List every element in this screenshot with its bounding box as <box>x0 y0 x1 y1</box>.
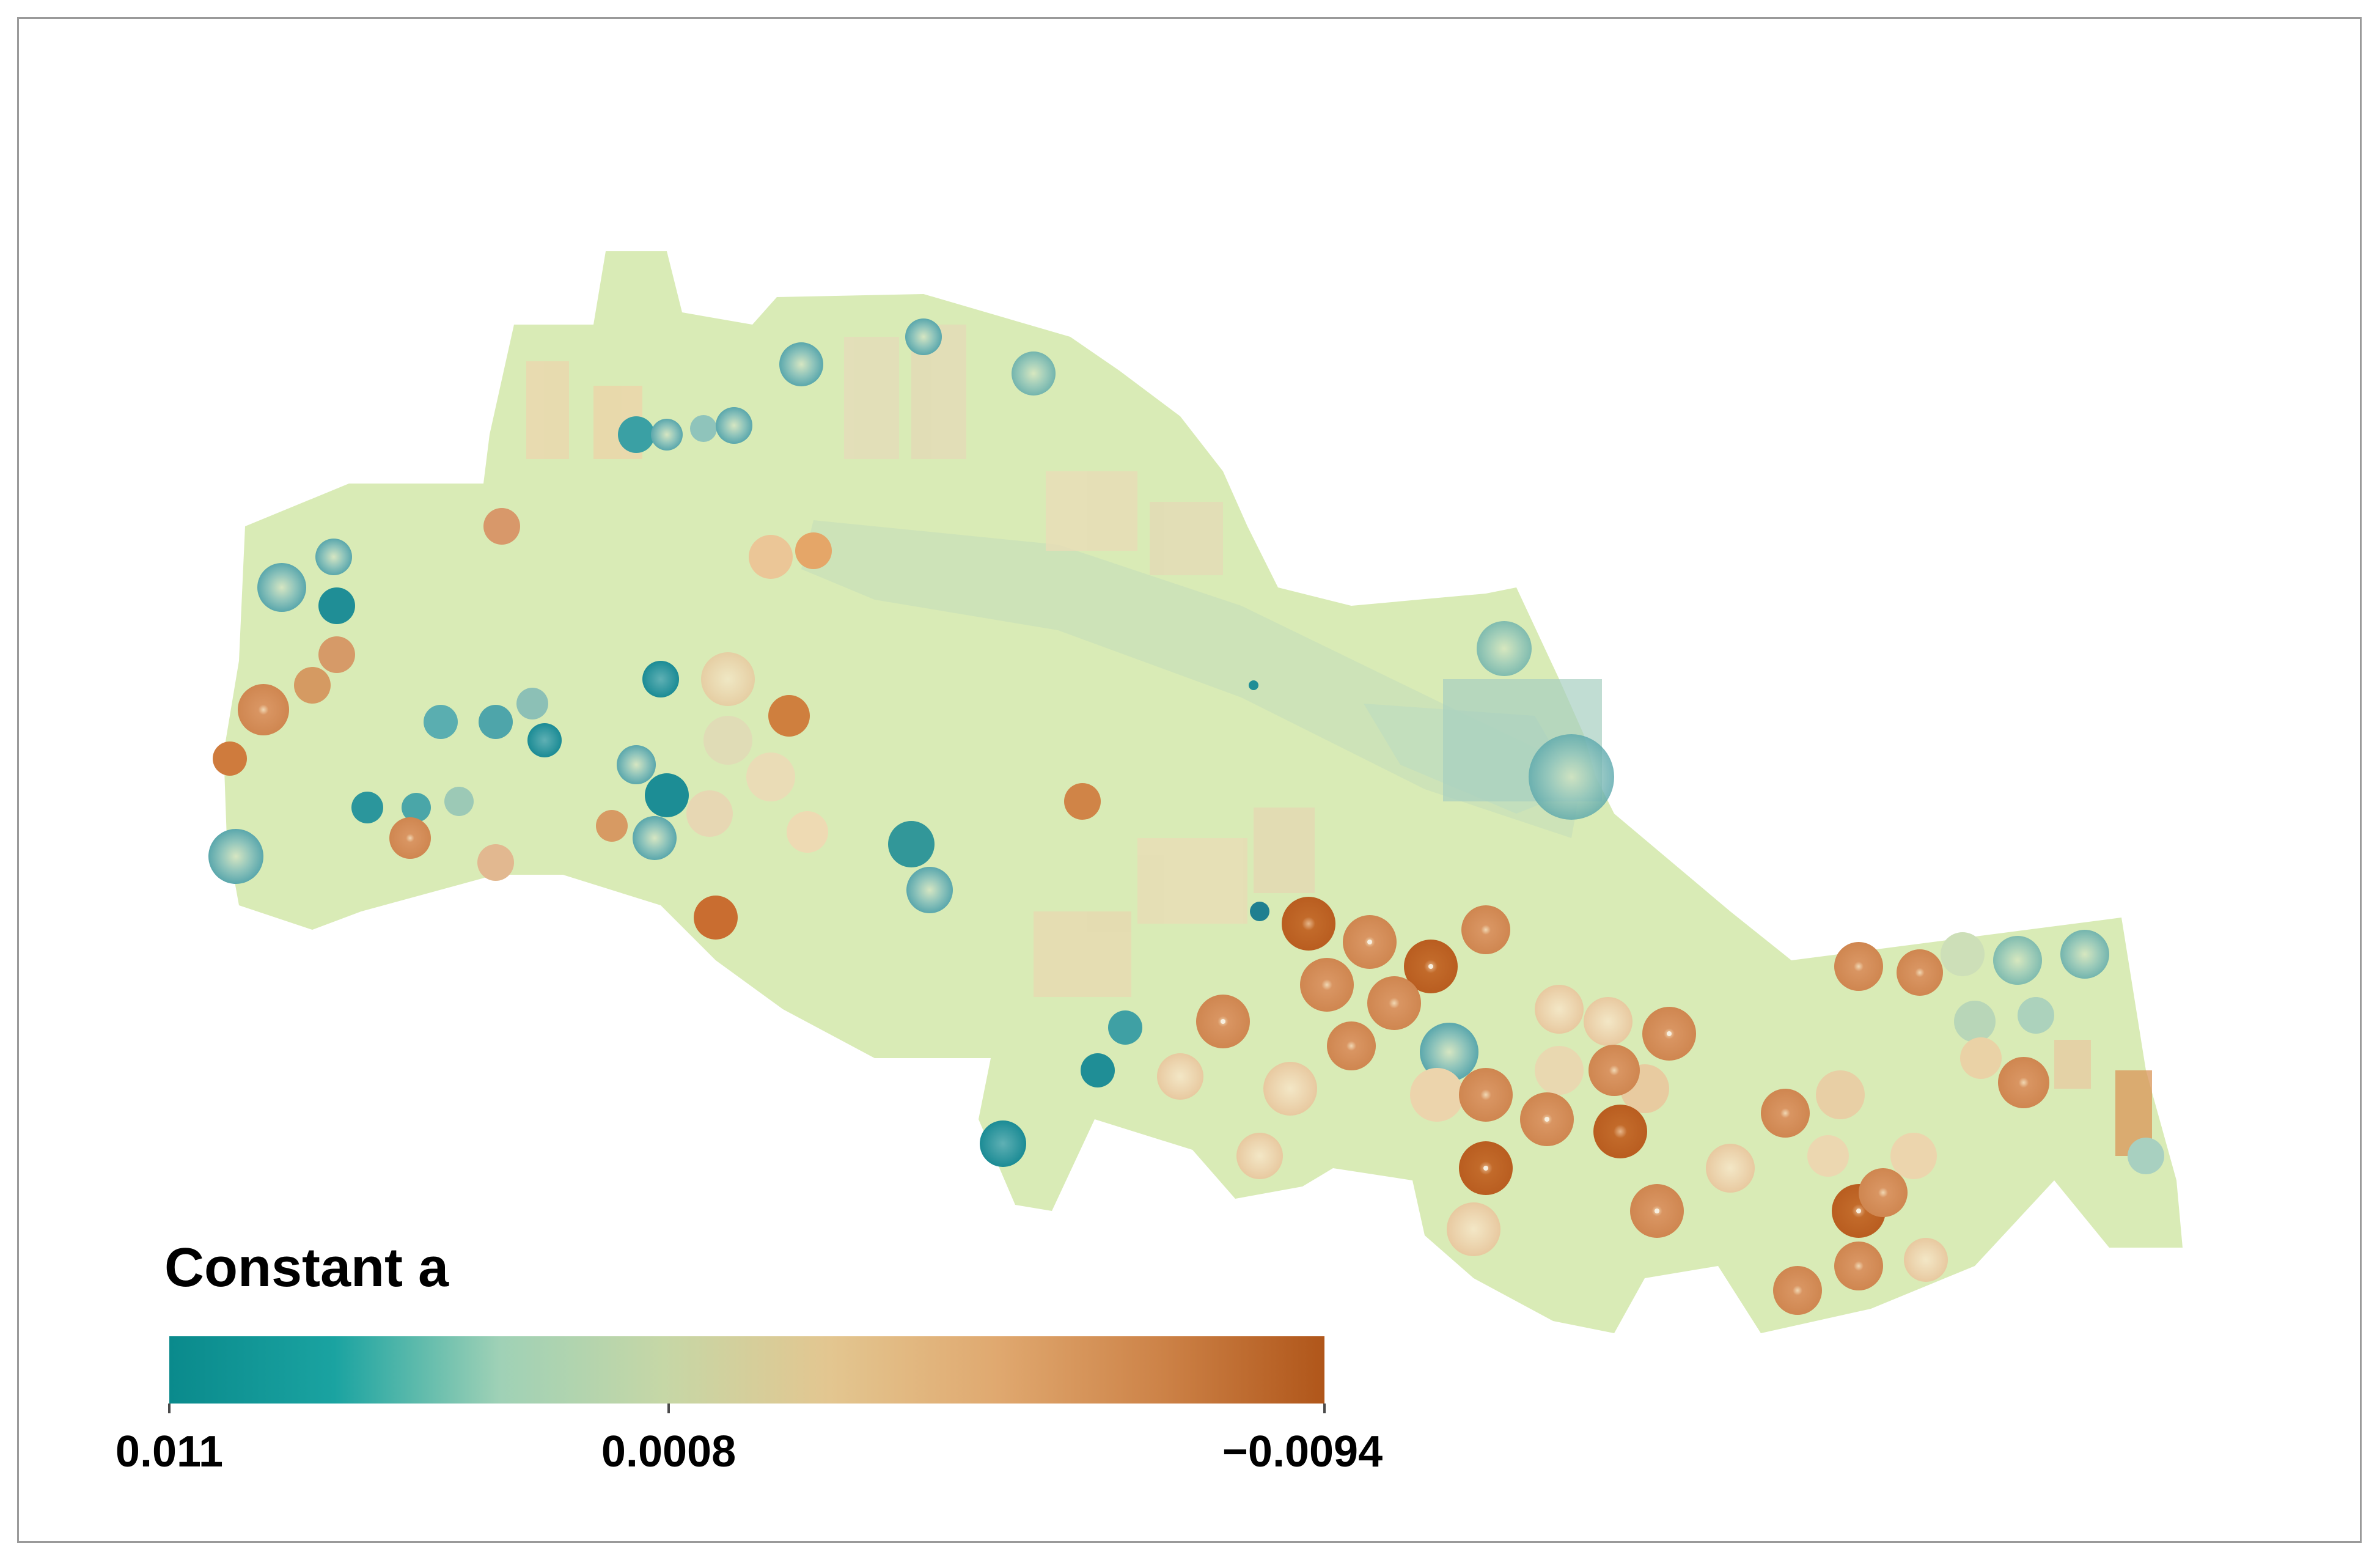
legend-tick-min <box>168 1404 171 1413</box>
legend-label-mid: 0.0008 <box>601 1427 736 1476</box>
map-canvas <box>208 251 2183 1333</box>
light-pivots <box>686 652 2002 1256</box>
legend-colorbar <box>169 1336 1324 1404</box>
blue-cluster <box>1443 621 1614 820</box>
teal-pivots <box>208 318 2164 1174</box>
pivot-centers <box>1221 940 1861 1213</box>
legend-label-max: −0.0094 <box>1222 1427 1383 1476</box>
rect-fields <box>526 325 2152 1156</box>
river-band <box>801 520 1584 838</box>
study-area <box>224 251 2183 1333</box>
legend-title: Constant a <box>164 1237 449 1298</box>
legend-tick-mid <box>667 1404 670 1413</box>
legend-label-min: 0.011 <box>115 1427 224 1476</box>
legend-tick-max <box>1323 1404 1326 1413</box>
map-frame: Constant a 0.011 0.0008 −0.0094 <box>17 17 2362 1543</box>
